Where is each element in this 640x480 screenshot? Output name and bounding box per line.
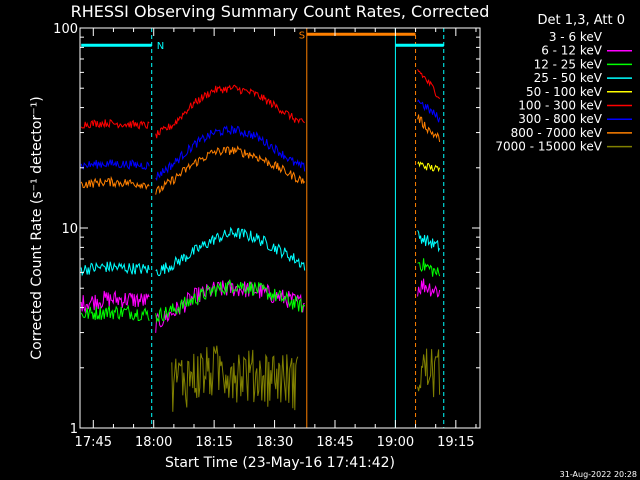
- series-6-segment-1: [155, 124, 306, 181]
- series-4: [417, 161, 441, 173]
- series-0-segment-1: [155, 307, 306, 388]
- legend-label-3: 25 - 50 keV: [534, 71, 603, 85]
- y-tick-label: 10: [61, 222, 78, 237]
- series-5-segment-2: [417, 68, 441, 100]
- series-8-segment-1: [417, 348, 441, 398]
- series-4-segment-0: [417, 161, 441, 173]
- series-8: [171, 345, 441, 412]
- x-tick-label: 17:45: [75, 435, 112, 450]
- series-5: [80, 68, 441, 139]
- y-axis-label: Corrected Count Rate (s⁻¹ detector⁻¹): [29, 96, 45, 359]
- status-bar-label-0: N: [157, 41, 164, 52]
- legend-label-4: 50 - 100 keV: [526, 85, 603, 99]
- series-0-segment-2: [417, 323, 441, 377]
- x-tick-label: 18:45: [316, 435, 353, 450]
- x-tick-label: 19:15: [437, 435, 474, 450]
- x-axis-label: Start Time (23-May-16 17:41:42): [165, 455, 395, 471]
- series-2: [80, 258, 441, 324]
- x-tick-label: 18:15: [195, 435, 232, 450]
- series-1-segment-0: [80, 290, 150, 314]
- legend-label-5: 100 - 300 keV: [518, 99, 602, 113]
- axes: 1 10 100 17:45 18:00 18:15 18:30 18:45 19:00 19:1…: [53, 22, 480, 450]
- series-0: [80, 307, 441, 407]
- series-5-segment-1: [155, 84, 305, 139]
- series-7: [80, 114, 441, 195]
- legend-title: Det 1,3, Att 0: [538, 13, 625, 28]
- y-tick-label: 1: [70, 422, 78, 437]
- legend-label-8: 7000 - 15000 keV: [495, 140, 602, 154]
- x-tick-label: 19:00: [377, 435, 414, 450]
- series-8-segment-0: [171, 345, 299, 412]
- series-6-segment-2: [417, 99, 441, 123]
- plot-area: NS: [80, 28, 445, 428]
- legend-label-1: 6 - 12 keV: [541, 44, 603, 58]
- series-3-segment-0: [80, 261, 150, 277]
- series-3-segment-2: [417, 230, 441, 253]
- legend-label-2: 12 - 25 keV: [534, 57, 603, 71]
- series-3: [80, 226, 441, 277]
- series-2-segment-2: [417, 258, 441, 277]
- series-0-segment-0: [80, 342, 150, 407]
- chart-title: RHESSI Observing Summary Count Rates, Co…: [71, 2, 490, 21]
- series-2-segment-0: [80, 304, 150, 321]
- series-7-segment-2: [417, 114, 441, 142]
- x-tick-label: 18:30: [256, 435, 293, 450]
- series-2-segment-1: [155, 279, 306, 324]
- timestamp: 31-Aug-2022 20:28: [560, 470, 637, 479]
- y-tick-label: 100: [53, 22, 78, 37]
- series-7-segment-1: [155, 145, 306, 195]
- series-3-segment-1: [155, 226, 306, 277]
- series-1-segment-2: [417, 278, 441, 298]
- legend-label-0: 3 - 6 keV: [549, 30, 603, 44]
- series-5-segment-0: [80, 118, 150, 130]
- x-tick-label: 18:00: [135, 435, 172, 450]
- series-7-segment-0: [80, 175, 150, 191]
- legend-label-7: 800 - 7000 keV: [511, 126, 603, 140]
- series-6-segment-0: [80, 159, 150, 171]
- series-6: [80, 99, 441, 181]
- status-bar-label-1: S: [299, 30, 305, 41]
- legend-label-6: 300 - 800 keV: [518, 112, 602, 126]
